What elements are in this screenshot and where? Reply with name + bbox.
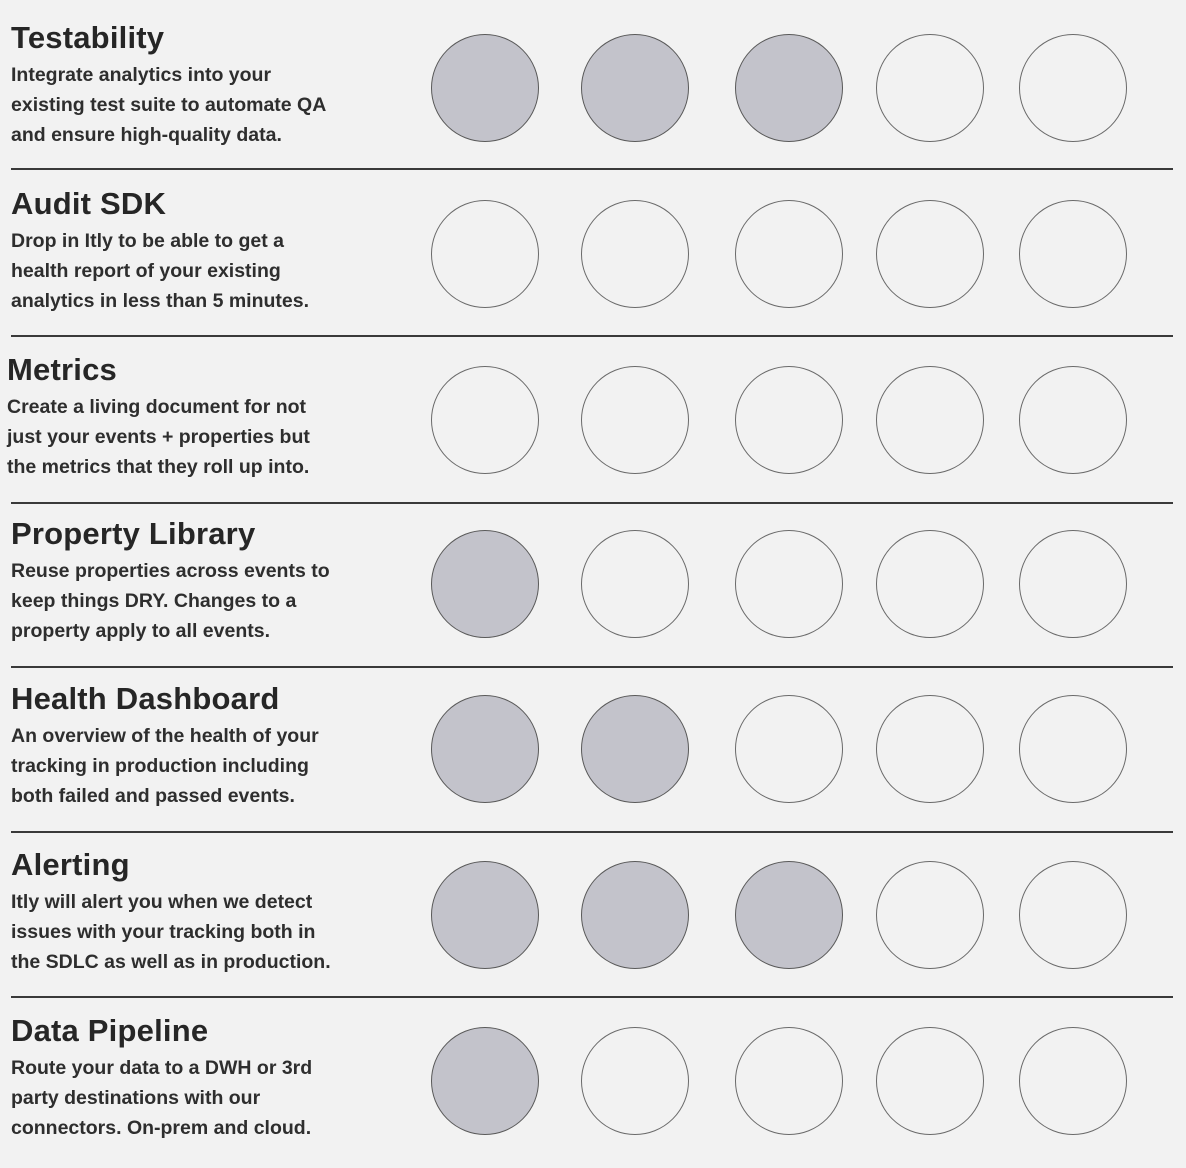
- rating-circle-filled: [431, 1027, 539, 1135]
- feature-row-testability: Testability Integrate analytics into you…: [0, 4, 1186, 170]
- feature-title: Property Library: [11, 516, 256, 551]
- rating-circle-empty: [1019, 366, 1127, 474]
- rating-circle-empty: [581, 1027, 689, 1135]
- feature-title: Testability: [11, 20, 165, 55]
- feature-description-line: connectors. On-prem and cloud.: [11, 1117, 312, 1139]
- feature-title: Audit SDK: [11, 186, 167, 221]
- feature-description-line: Route your data to a DWH or 3rd: [11, 1057, 313, 1079]
- feature-description: An overview of the health of your tracki…: [11, 721, 391, 811]
- feature-description-line: issues with your tracking both in: [11, 921, 316, 943]
- rating-circles: [0, 861, 1186, 973]
- feature-description-line: tracking in production including: [11, 755, 309, 777]
- row-divider: [11, 666, 1173, 668]
- feature-description-line: existing test suite to automate QA: [11, 94, 327, 116]
- feature-description-line: analytics in less than 5 minutes.: [11, 290, 310, 312]
- rating-circles: [0, 1027, 1186, 1139]
- row-divider: [11, 996, 1173, 998]
- row-divider: [11, 335, 1173, 337]
- feature-text: Metrics Create a living document for not…: [7, 352, 407, 482]
- feature-description: Route your data to a DWH or 3rd party de…: [11, 1053, 391, 1143]
- rating-circles: [0, 530, 1186, 642]
- rating-circle-filled: [431, 530, 539, 638]
- rating-circle-empty: [1019, 34, 1127, 142]
- rating-circle-filled: [581, 695, 689, 803]
- rating-circle-empty: [581, 200, 689, 308]
- feature-description-line: Drop in Itly to be able to get a: [11, 230, 285, 252]
- feature-text: Alerting Itly will alert you when we det…: [11, 847, 411, 977]
- feature-description-line: Itly will alert you when we detect: [11, 891, 313, 913]
- feature-text: Testability Integrate analytics into you…: [11, 20, 411, 150]
- feature-row-data-pipeline: Data Pipeline Route your data to a DWH o…: [0, 997, 1186, 1163]
- rating-circle-empty: [735, 200, 843, 308]
- feature-description: Drop in Itly to be able to get a health …: [11, 226, 391, 316]
- rating-circle-empty: [735, 530, 843, 638]
- feature-description-line: Create a living document for not: [7, 396, 307, 418]
- rating-circles: [0, 34, 1186, 146]
- feature-description-line: party destinations with our: [11, 1087, 261, 1109]
- row-divider: [11, 168, 1173, 170]
- rating-circle-empty: [735, 366, 843, 474]
- feature-text: Data Pipeline Route your data to a DWH o…: [11, 1013, 411, 1143]
- rating-circle-empty: [1019, 861, 1127, 969]
- rating-circle-empty: [876, 200, 984, 308]
- feature-row-health-dashboard: Health Dashboard An overview of the heal…: [0, 665, 1186, 831]
- feature-description-line: and ensure high-quality data.: [11, 124, 282, 146]
- feature-description: Reuse properties across events to keep t…: [11, 556, 391, 646]
- feature-description-line: Integrate analytics into your: [11, 64, 272, 86]
- feature-text: Health Dashboard An overview of the heal…: [11, 681, 411, 811]
- feature-description: Integrate analytics into your existing t…: [11, 60, 391, 150]
- rating-circle-empty: [581, 366, 689, 474]
- rating-circle-empty: [1019, 1027, 1127, 1135]
- feature-description-line: keep things DRY. Changes to a: [11, 590, 297, 612]
- feature-title: Data Pipeline: [11, 1013, 209, 1048]
- rating-circle-empty: [431, 366, 539, 474]
- rating-circles: [0, 366, 1186, 478]
- row-divider: [11, 831, 1173, 833]
- rating-circle-filled: [431, 861, 539, 969]
- rating-circle-empty: [876, 530, 984, 638]
- rating-circle-empty: [876, 1027, 984, 1135]
- feature-row-metrics: Metrics Create a living document for not…: [0, 336, 1186, 502]
- rating-circle-empty: [1019, 530, 1127, 638]
- rating-circle-empty: [581, 530, 689, 638]
- rating-circle-empty: [735, 1027, 843, 1135]
- rating-circle-filled: [581, 34, 689, 142]
- feature-description: Create a living document for not just yo…: [7, 392, 387, 482]
- rating-circle-filled: [735, 861, 843, 969]
- rating-circles: [0, 200, 1186, 312]
- feature-description-line: just your events + properties but: [7, 426, 310, 448]
- feature-description-line: health report of your existing: [11, 260, 281, 282]
- rating-circle-filled: [431, 34, 539, 142]
- feature-row-property-library: Property Library Reuse properties across…: [0, 500, 1186, 666]
- rating-circle-empty: [1019, 695, 1127, 803]
- feature-description-line: both failed and passed events.: [11, 785, 295, 807]
- feature-description-line: the SDLC as well as in production.: [11, 951, 331, 973]
- rating-circle-empty: [876, 861, 984, 969]
- feature-title: Health Dashboard: [11, 681, 280, 716]
- rating-circle-filled: [431, 695, 539, 803]
- row-divider: [11, 502, 1173, 504]
- feature-description-line: property apply to all events.: [11, 620, 270, 642]
- feature-row-alerting: Alerting Itly will alert you when we det…: [0, 831, 1186, 997]
- rating-circle-empty: [876, 366, 984, 474]
- feature-title: Alerting: [11, 847, 130, 882]
- feature-text: Property Library Reuse properties across…: [11, 516, 411, 646]
- rating-circle-filled: [581, 861, 689, 969]
- rating-circle-empty: [735, 695, 843, 803]
- rating-circle-filled: [735, 34, 843, 142]
- feature-row-audit-sdk: Audit SDK Drop in Itly to be able to get…: [0, 170, 1186, 336]
- feature-description-line: Reuse properties across events to: [11, 560, 330, 582]
- feature-description-line: An overview of the health of your: [11, 725, 319, 747]
- feature-text: Audit SDK Drop in Itly to be able to get…: [11, 186, 411, 316]
- rating-circle-empty: [1019, 200, 1127, 308]
- rating-circle-empty: [876, 34, 984, 142]
- feature-title: Metrics: [7, 352, 117, 387]
- rating-circle-empty: [876, 695, 984, 803]
- feature-description: Itly will alert you when we detect issue…: [11, 887, 391, 977]
- rating-circles: [0, 695, 1186, 807]
- feature-description-line: the metrics that they roll up into.: [7, 456, 310, 478]
- rating-circle-empty: [431, 200, 539, 308]
